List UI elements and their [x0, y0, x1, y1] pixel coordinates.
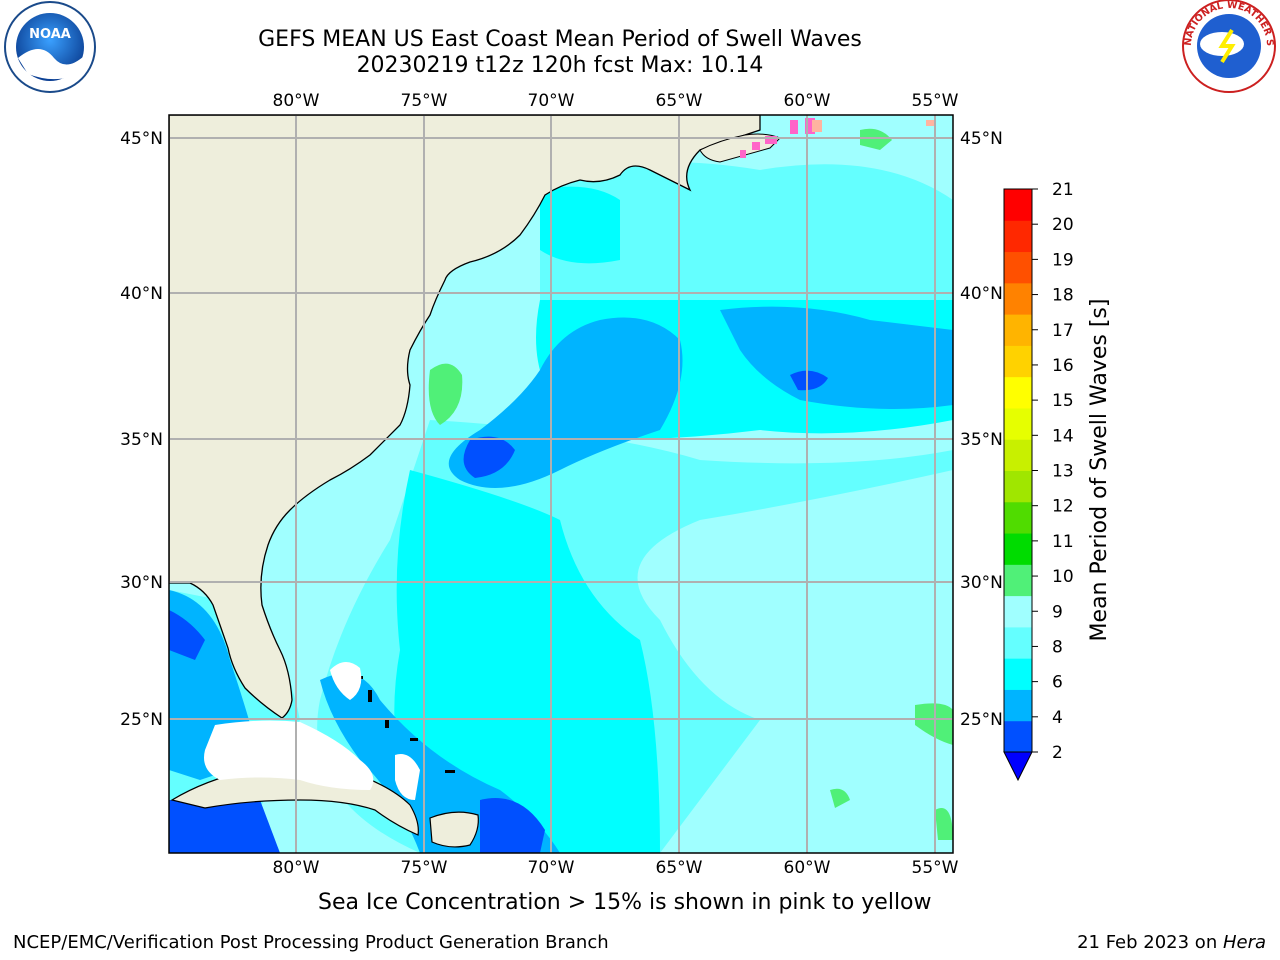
- map-plot: [169, 115, 953, 853]
- map-title: GEFS MEAN US East Coast Mean Period of S…: [258, 27, 862, 52]
- colorbar-segment: [1004, 282, 1032, 315]
- lat-label: 45°N: [120, 129, 163, 149]
- colorbar-tick-label: 12: [1052, 497, 1074, 517]
- sea-ice-note: Sea Ice Concentration > 15% is shown in …: [318, 890, 932, 915]
- colorbar-segment: [1004, 626, 1032, 659]
- lat-label: 25°N: [120, 710, 163, 730]
- lat-label: 40°N: [960, 284, 1003, 304]
- colorbar-segment: [1004, 189, 1032, 221]
- footer-date-text: 21 Feb 2023 on: [1077, 932, 1223, 953]
- colorbar-tick-label: 19: [1052, 250, 1074, 270]
- colorbar-tick-label: 15: [1052, 391, 1074, 411]
- colorbar-tick-label: 9: [1052, 602, 1063, 622]
- lat-label: 35°N: [960, 430, 1003, 450]
- lat-label: 35°N: [120, 430, 163, 450]
- swell-under-2s-zones: [169, 370, 828, 853]
- lon-label: 60°W: [784, 858, 831, 878]
- lat-label: 30°N: [960, 573, 1003, 593]
- colorbar-tick-label: 18: [1052, 286, 1074, 306]
- colorbar-segment: [1004, 470, 1032, 503]
- colorbar-segment: [1004, 314, 1032, 346]
- footer-machine: Hera: [1222, 932, 1266, 953]
- colorbar-segment: [1004, 251, 1032, 284]
- colorbar-segment: [1004, 533, 1032, 565]
- colorbar-tick-label: 17: [1052, 321, 1074, 341]
- lon-label: 70°W: [528, 858, 575, 878]
- lat-labels-right: 45°N 40°N 35°N 30°N 25°N: [960, 129, 1003, 730]
- noaa-logo-text: NOAA: [29, 27, 71, 42]
- colorbar-segment: [1004, 658, 1032, 690]
- colorbar-segment: [1004, 720, 1032, 753]
- lon-label: 80°W: [273, 858, 320, 878]
- colorbar-tick-label: 16: [1052, 356, 1074, 376]
- sea-ice-pixels-light: [812, 120, 936, 132]
- lon-label: 60°W: [784, 91, 831, 111]
- lon-label: 75°W: [401, 858, 448, 878]
- colorbar-segment: [1004, 376, 1032, 409]
- lon-label: 65°W: [656, 91, 703, 111]
- no-data-zones: [204, 661, 420, 800]
- colorbar-tick-label: 2: [1052, 743, 1063, 763]
- lon-label: 80°W: [273, 91, 320, 111]
- colorbar-segment: [1004, 439, 1032, 471]
- noaa-logo: NOAA: [4, 1, 96, 93]
- map-subtitle-run: 20230219 t12z 120h fcst Max: 10.14: [356, 53, 764, 78]
- colorbar-tick-label: 8: [1052, 637, 1063, 657]
- lon-label: 55°W: [912, 858, 959, 878]
- colorbar-tick-label: 11: [1052, 532, 1074, 552]
- swell-9-10s-zones: [428, 128, 953, 840]
- colorbar-segment: [1004, 407, 1032, 440]
- colorbar-segment: [1004, 595, 1032, 628]
- lon-labels-top: 80°W 75°W 70°W 65°W 60°W 55°W: [273, 91, 959, 111]
- colorbar-segment: [1004, 689, 1032, 722]
- footer-date: 21 Feb 2023 on Hera: [1077, 932, 1266, 953]
- lat-label: 40°N: [120, 284, 163, 304]
- colorbar-segment: [1004, 501, 1032, 534]
- colorbar-tick-label: 21: [1052, 180, 1074, 200]
- colorbar-segment: [1004, 564, 1032, 597]
- map-frame: [168, 114, 954, 854]
- sea-ice-pixels: [740, 118, 815, 158]
- lat-label: 45°N: [960, 129, 1003, 149]
- land-hispaniola: [429, 811, 479, 848]
- colorbar-tick-label: 13: [1052, 462, 1074, 482]
- colorbar-tick-label: 10: [1052, 567, 1074, 587]
- lon-label: 55°W: [912, 91, 959, 111]
- graticule: [169, 115, 953, 853]
- land-north-america: [169, 115, 761, 719]
- lon-label: 70°W: [528, 91, 575, 111]
- colorbar-tick-label: 20: [1052, 215, 1074, 235]
- colorbar-under-arrow: [1003, 751, 1033, 782]
- colorbar-segment: [1004, 220, 1032, 253]
- lat-label: 30°N: [120, 573, 163, 593]
- lon-label: 65°W: [656, 858, 703, 878]
- colorbar-segment: [1004, 345, 1032, 378]
- colorbar-tick-label: 4: [1052, 708, 1063, 728]
- lon-labels-bottom: 80°W 75°W 70°W 65°W 60°W 55°W: [273, 858, 959, 878]
- lat-label: 25°N: [960, 710, 1003, 730]
- colorbar-tick-label: 14: [1052, 426, 1074, 446]
- colorbar-tick-label: 6: [1052, 673, 1063, 693]
- lat-labels-left: 45°N 40°N 35°N 30°N 25°N: [120, 129, 163, 730]
- footer-credit: NCEP/EMC/Verification Post Processing Pr…: [13, 932, 609, 953]
- colorbar-label: Mean Period of Swell Waves [s]: [1087, 299, 1112, 642]
- lon-label: 75°W: [401, 91, 448, 111]
- colorbar: 2 4 6 8 9 10 11 12 13 14 15 16 17 18 19 20 21: [1003, 180, 1074, 782]
